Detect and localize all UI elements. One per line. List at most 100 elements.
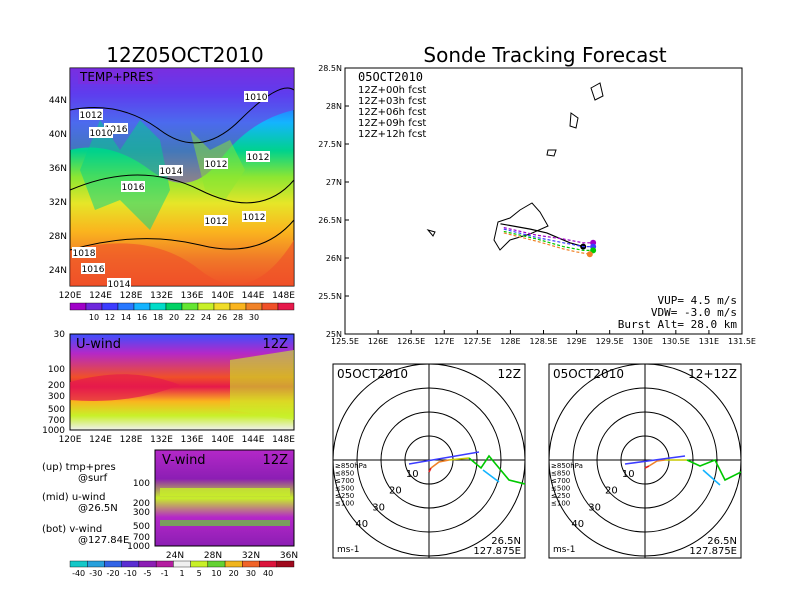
forecast-legend-item: 12Z+00h fcst — [358, 85, 426, 96]
legend-mid: (mid) u-wind — [42, 492, 105, 503]
colorbar-swatch — [117, 302, 135, 311]
label-bg — [78, 70, 158, 84]
wind-colorbar-label: -10 — [124, 569, 137, 578]
lon-label: 148E — [272, 291, 295, 301]
lon-label: 120E — [59, 435, 82, 445]
colorbar-label: 14 — [121, 313, 131, 322]
level-label: 300 — [133, 508, 150, 518]
forecast-legend-item: 12Z+09h fcst — [358, 118, 426, 129]
lon-tick-label: 128E — [500, 337, 520, 346]
lat-tick-label: 27N — [326, 178, 342, 187]
track-date: 05OCT2010 — [358, 70, 423, 84]
forecast-track — [503, 232, 590, 255]
colorbar-swatch — [69, 302, 87, 311]
wind-colorbar: -40 -30 -20 -10 -5 -1 1 5 10 20 30 40 — [69, 560, 295, 578]
level-label: 200 — [133, 499, 150, 509]
lon-label: 144E — [242, 435, 265, 445]
colorbar-swatch — [165, 302, 183, 311]
colorbar-label: 16 — [137, 313, 147, 322]
level-legend: ≤850 — [335, 470, 354, 478]
u-wind-time: 12Z — [263, 337, 289, 352]
lon-tick-label: 130.5E — [662, 337, 690, 346]
contour-label-bg — [107, 278, 131, 289]
lat-tick-label: 28N — [326, 102, 342, 111]
lon-tick-label: 128.5E — [530, 337, 558, 346]
contour-label-bg — [72, 247, 96, 258]
v-wind-time: 12Z — [263, 453, 289, 468]
wind-colorbar-label: -40 — [72, 569, 85, 578]
wind-colorbar-swatch — [276, 560, 295, 568]
level-legend: ≥850hPa — [335, 462, 367, 470]
lat-label: 28N — [49, 232, 67, 242]
warm-region — [70, 240, 294, 286]
lon-tick-label: 126E — [368, 337, 388, 346]
contour-label: 1014 — [160, 167, 183, 177]
wind-colorbar-swatch — [121, 560, 140, 568]
level-label: 300 — [48, 392, 65, 402]
lat-label: 44N — [49, 96, 67, 106]
lon-label: 148E — [272, 435, 295, 445]
forecast-endpoint — [586, 251, 593, 258]
forecast-legend-item: 12Z+03h fcst — [358, 96, 426, 107]
jet-core — [70, 374, 180, 401]
isobar-3 — [69, 219, 295, 251]
wind-colorbar-label: -30 — [89, 569, 102, 578]
v-wind-band2 — [160, 520, 290, 526]
isobar-1 — [69, 87, 295, 144]
v-wind-band — [160, 488, 290, 496]
land-mass — [80, 120, 170, 230]
contour-label-bg — [79, 109, 103, 120]
contour-label-bg — [104, 123, 128, 134]
ring-label: 20 — [605, 486, 618, 497]
ring-label: 20 — [389, 486, 402, 497]
level-label: 100 — [133, 479, 150, 489]
contour-label: 1012 — [243, 213, 266, 223]
hodograph-trace — [644, 465, 650, 469]
lat-tick-label: 26.5N — [318, 216, 342, 225]
lon-label: 128E — [120, 291, 143, 301]
colorbar-label: 28 — [233, 313, 243, 322]
hodograph-unit: ms-1 — [553, 545, 575, 555]
ring-label: 30 — [588, 502, 601, 513]
contour-label: 1014 — [108, 280, 131, 290]
level-legend: ≤250 — [551, 492, 570, 500]
contour-label-bg — [89, 127, 113, 138]
level-legend: ≥850hPa — [551, 462, 583, 470]
hodograph-trace — [408, 451, 480, 465]
hodograph-lon: 127.875E — [473, 546, 521, 557]
v-wind-title: V-wind — [162, 453, 206, 468]
lon-label: 140E — [211, 291, 234, 301]
contour-label: 1012 — [247, 153, 270, 163]
v-wind-lat-labels: 24N 28N 32N 36N — [166, 551, 298, 561]
colorbar-label: 30 — [249, 313, 259, 322]
hodograph-trace — [686, 458, 741, 482]
colorbar-label: 20 — [169, 313, 179, 322]
hodograph-trace — [648, 459, 666, 467]
level-label: 700 — [48, 416, 65, 426]
contour-label-bg — [159, 165, 183, 176]
temp-pressure-map: TEMP+PRES 101210101016101010121012101410… — [49, 67, 295, 301]
lon-tick-label: 131.5E — [728, 337, 756, 346]
vdw-value: VDW= -3.0 m/s — [651, 306, 737, 319]
hodograph-trace — [624, 455, 686, 465]
contour-label: 1016 — [122, 183, 145, 193]
contour-label-bg — [81, 263, 105, 274]
wind-colorbar-swatch — [69, 560, 88, 568]
lon-label: 128E — [120, 435, 143, 445]
lat-label: 24N — [49, 266, 67, 276]
lon-tick-label: 127E — [434, 337, 454, 346]
track-lon-labels: 125.5E 126E 126.5E 127E 127.5E 128E 128.5E 129E… — [331, 330, 756, 346]
level-legend: ≤500 — [551, 485, 570, 493]
lat-label: 28N — [204, 551, 222, 561]
lon-tick-label: 130E — [633, 337, 653, 346]
hodograph-lat: 26.5N — [707, 536, 737, 547]
hodograph-unit: ms-1 — [337, 545, 359, 555]
lon-label: 124E — [89, 435, 112, 445]
lon-label: 136E — [181, 435, 204, 445]
right-title: Sonde Tracking Forecast — [423, 43, 666, 67]
colorbar-label: 10 — [89, 313, 99, 322]
island-1 — [569, 112, 579, 129]
